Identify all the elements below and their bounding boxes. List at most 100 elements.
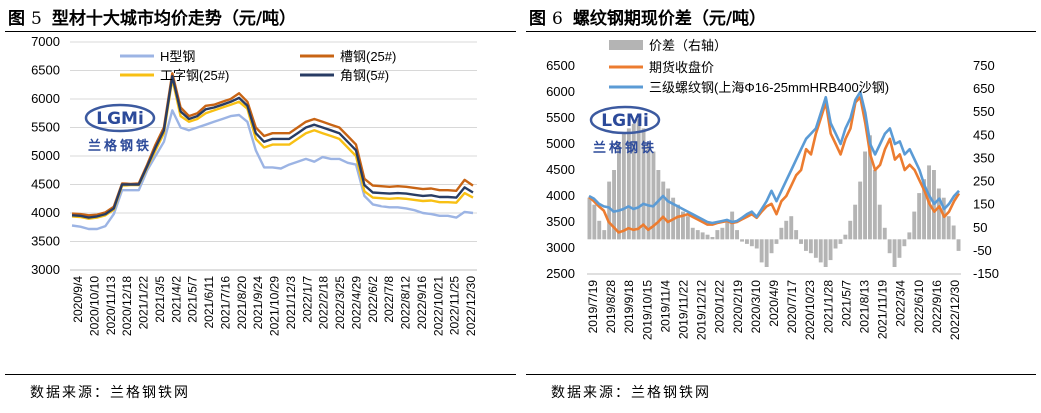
x-tick-label: 2022/2/18 [317, 276, 331, 330]
legend-label-0: 价差（右轴） [649, 38, 727, 53]
x-tick-label: 2022/9/16 [930, 280, 944, 334]
x-tick-label: 2019/12/12 [695, 280, 709, 340]
spread-bar [740, 239, 744, 242]
lgmi-logo-icon: LGMi 兰格钢铁 [84, 103, 156, 154]
x-tick-label: 2021/5/7 [839, 280, 853, 327]
y-tick-label: 4500 [31, 177, 60, 192]
y-tick-label: 6500 [31, 63, 60, 78]
y2-tick-label: 450 [973, 127, 995, 142]
source-rule [5, 374, 516, 375]
x-tick-label: 2019/7/19 [586, 280, 600, 334]
y-tick-label: 5500 [546, 110, 575, 125]
spread-bar [592, 204, 597, 240]
spread-bar [863, 151, 867, 240]
y-tick-label: 4000 [546, 188, 575, 203]
x-tick-label: 2020/10/23 [803, 280, 817, 340]
x-tick-label: 2021/5/7 [186, 276, 200, 323]
title-rule [526, 31, 1036, 32]
spread-bar [759, 239, 764, 263]
spread-bar [626, 128, 631, 240]
spread-bar [681, 211, 685, 240]
series-line-1 [588, 95, 961, 234]
x-tick-label: 2019/11/22 [677, 280, 691, 339]
x-tick-label: 2020/3/10 [749, 280, 763, 334]
figure-6-number: 6 [552, 9, 563, 29]
spread-bar [848, 220, 853, 240]
spread-bar [700, 232, 705, 240]
y2-tick-label: 750 [973, 58, 995, 73]
y-tick-label: 5000 [546, 136, 575, 151]
logo-text: LGMi [96, 109, 144, 129]
y2-tick-label: -50 [973, 243, 992, 258]
spread-bar [922, 179, 926, 240]
y-tick-label: 4000 [31, 205, 60, 220]
spread-bar [651, 151, 656, 240]
spread-bar [936, 188, 941, 240]
series-line-3 [71, 75, 474, 219]
x-tick-label: 2020/9/4 [71, 276, 85, 323]
y2-tick-label: 650 [973, 81, 995, 96]
source-rule [526, 374, 1036, 375]
y-tick-label: 3000 [31, 262, 60, 277]
figure-5-title: 图 5 型材十大城市均价走势（元/吨） [8, 9, 297, 29]
y2-tick-label: 350 [973, 150, 995, 165]
x-tick-label: 2021/4/2 [169, 276, 183, 323]
series-line-0 [71, 109, 474, 231]
spread-bar [858, 181, 863, 240]
x-tick-label: 2022/7/8 [382, 276, 396, 323]
spread-bar [843, 234, 848, 240]
series-line-2 [588, 90, 960, 225]
y-tick-label: 6000 [546, 84, 575, 99]
spread-bar [784, 220, 789, 240]
spread-bar [695, 230, 700, 240]
x-tick-label: 2022/6/10 [912, 280, 926, 334]
x-tick-label: 2021/1/22 [137, 276, 151, 330]
x-tick-label: 2019/9/18 [622, 280, 636, 334]
spread-bar [789, 216, 794, 240]
spread-bar [764, 239, 769, 267]
spread-bar [597, 220, 602, 240]
spread-bar [892, 239, 897, 267]
spread-bar [754, 239, 759, 249]
figure-5-source: 数据来源：兰格钢铁网 [30, 385, 190, 401]
spread-bar [676, 204, 680, 240]
legend-label-2: 工字钢(25#) [160, 68, 229, 83]
spread-bar [710, 237, 715, 240]
spread-bar [956, 239, 961, 251]
y-tick-label: 2500 [546, 266, 575, 281]
x-tick-label: 2021/7/16 [218, 276, 232, 330]
figure-5-panel: 图 5 型材十大城市均价走势（元/吨） 3000 3500 4000 4500 5000 55… [5, 9, 516, 401]
legend-label-1: 槽钢(25#) [340, 49, 396, 64]
x-tick-label: 2020/4/9 [767, 280, 781, 327]
spread-bar [631, 123, 636, 240]
x-tick-label: 2019/10/15 [640, 280, 654, 340]
figure-6-source: 数据来源：兰格钢铁网 [551, 385, 711, 401]
logo-subtitle: 兰格钢铁 [593, 140, 657, 156]
spread-bar [656, 170, 661, 240]
figure-6-title-text: 螺纹钢期现价差（元/吨） [572, 9, 767, 29]
figure-5-number: 5 [31, 9, 42, 29]
y-tick-label: 3500 [31, 234, 60, 249]
spread-bar [607, 181, 612, 240]
y-tick-label: 5500 [31, 120, 60, 135]
x-tick-label: 2022/8/12 [399, 276, 413, 330]
spread-bar [621, 133, 626, 240]
y-tick-label: 5000 [31, 148, 60, 163]
spread-bar [666, 188, 671, 240]
x-tick-label: 2021/3/5 [153, 276, 167, 323]
spread-bar [769, 239, 774, 254]
x-tick-label: 2022/4/29 [349, 276, 363, 330]
y-tick-label: 3000 [546, 240, 575, 255]
spread-bar [720, 227, 725, 240]
spread-bar [828, 239, 833, 261]
legend-label-3: 角钢(5#) [340, 68, 389, 83]
x-tick-label: 2020/1/22 [713, 280, 727, 334]
x-tick-label: 2020/12/18 [120, 276, 134, 336]
x-tick-label: 2022/12/30 [948, 280, 962, 340]
spread-bar [882, 227, 887, 240]
x-tick-label: 2021/10/29 [268, 276, 282, 336]
legend-label-1: 期货收盘价 [649, 60, 714, 75]
legend-swatch-0 [609, 40, 643, 50]
spread-bar [917, 193, 922, 240]
spread-bar [685, 216, 690, 240]
